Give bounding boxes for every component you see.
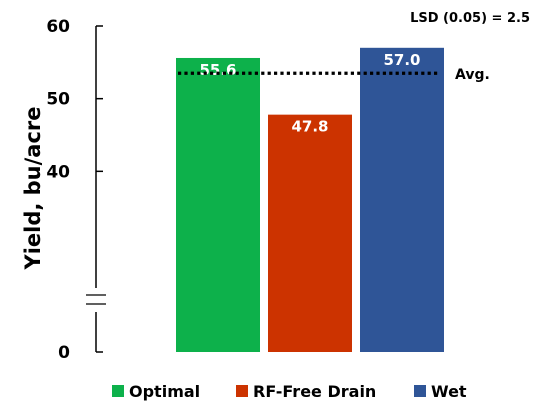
y-axis: 60 50 40 0 (46, 17, 106, 363)
y-tick-label: 60 (46, 17, 70, 37)
bar-value-label: 57.0 (383, 51, 420, 69)
bar-value-label: 55.6 (199, 61, 236, 79)
y-tick-label: 40 (46, 162, 70, 182)
bars-group: 55.6 47.8 57.0 (176, 47, 444, 353)
legend-entry: RF-Free Drain (236, 382, 376, 401)
bar-value-label: 47.8 (291, 118, 328, 136)
legend-label: Wet (431, 382, 467, 401)
legend-entry: Optimal (112, 382, 200, 401)
y-tick-label: 50 (46, 90, 70, 110)
lsd-annotation: LSD (0.05) = 2.5 (410, 11, 530, 26)
legend-swatch (112, 385, 124, 397)
average-line-group: Avg. (178, 67, 490, 83)
legend-swatch (236, 385, 248, 397)
average-line-label: Avg. (455, 67, 490, 83)
legend-swatch (414, 385, 426, 397)
y-axis-label: Yield, bu/acre (21, 106, 45, 270)
bar (360, 47, 444, 353)
legend-label: RF-Free Drain (253, 382, 376, 401)
legend-label: Optimal (129, 382, 200, 401)
bar (176, 57, 260, 353)
bar (268, 114, 352, 352)
y-tick-label: 0 (58, 343, 70, 363)
legend-entry: Wet (414, 382, 467, 401)
legend: Optimal RF-Free Drain Wet (112, 382, 467, 401)
